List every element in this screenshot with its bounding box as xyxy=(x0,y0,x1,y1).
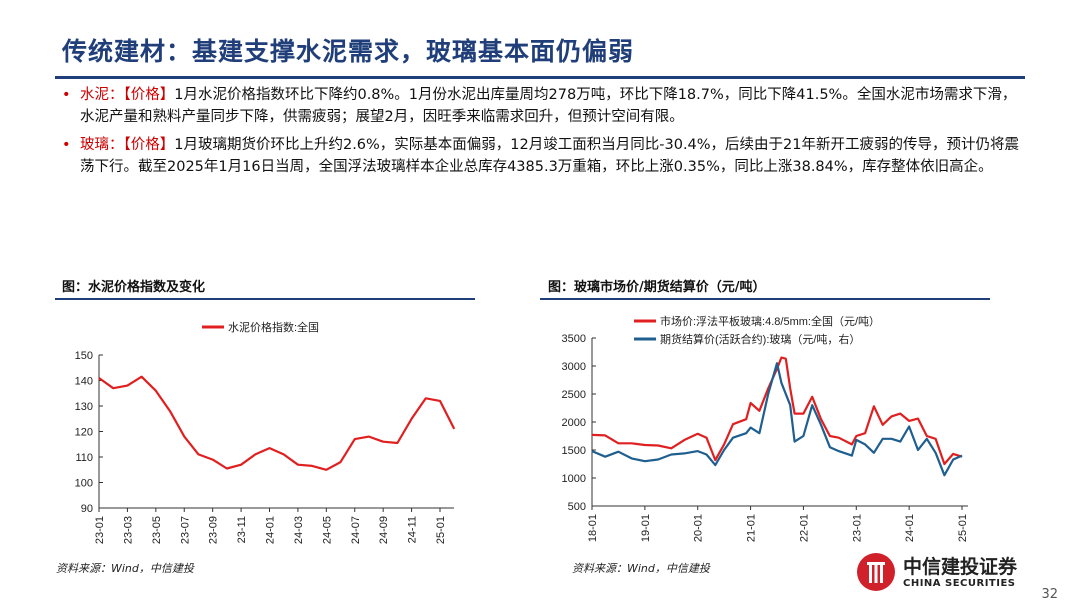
x-tick-label: 23-01 xyxy=(94,516,106,544)
y-tick-label: 110 xyxy=(75,452,93,464)
bullet-tag: 【价格】 xyxy=(123,87,175,103)
citic-logo-icon xyxy=(857,553,895,591)
x-tick-label: 25-01 xyxy=(957,514,969,542)
x-tick-label: 21-01 xyxy=(746,514,758,542)
x-tick-label: 23-05 xyxy=(151,516,163,544)
glass-chart: 500 1000 1500 2000 2500 3000 3500 18-01 19-01 20-… xyxy=(562,314,969,542)
chart1-rule xyxy=(55,298,475,300)
bullet-cement: 水泥：【价格】1月水泥价格指数环比下降约0.8%。1月份水泥出库量周均278万吨… xyxy=(62,84,1027,128)
y-tick-label: 90 xyxy=(81,503,93,515)
bullet-label: 玻璃： xyxy=(80,137,124,153)
x-tick-label: 23-01 xyxy=(851,514,863,542)
legend-label: 期货结算价(活跃合约):玻璃（元/吨，右） xyxy=(660,332,860,346)
series-line-0 xyxy=(98,375,456,471)
y-tick-label: 140 xyxy=(75,376,93,388)
bullet-tag: 【价格】 xyxy=(123,137,175,153)
x-tick-label: 24-09 xyxy=(378,516,390,544)
title-rule xyxy=(55,76,1025,79)
x-tick-label: 24-11 xyxy=(407,516,419,543)
series-line-1 xyxy=(591,362,963,477)
y-tick-label: 500 xyxy=(568,501,586,513)
x-tick-label: 24-07 xyxy=(350,516,362,544)
legend-label: 水泥价格指数:全国 xyxy=(228,320,319,334)
y-tick-label: 3500 xyxy=(562,333,586,345)
x-tick-label: 18-01 xyxy=(587,514,599,542)
y-tick-label: 1000 xyxy=(562,473,586,485)
y-tick-label: 2000 xyxy=(562,417,586,429)
x-tick-label: 23-11 xyxy=(236,516,248,543)
y-tick-label: 3000 xyxy=(562,361,586,373)
x-tick-label: 19-01 xyxy=(640,514,652,542)
chart1-header: 图：水泥价格指数及变化 xyxy=(62,280,206,295)
y-tick-label: 120 xyxy=(75,427,93,439)
x-tick-label: 23-07 xyxy=(179,516,191,544)
bullet-list: 水泥：【价格】1月水泥价格指数环比下降约0.8%。1月份水泥出库量周均278万吨… xyxy=(62,84,1027,184)
chart2-rule xyxy=(540,298,990,300)
page-title: 传统建材：基建支撑水泥需求，玻璃基本面仍偏弱 xyxy=(62,37,635,66)
source-note-2: 资料来源：Wind，中信建投 xyxy=(572,562,710,575)
source-note-1: 资料来源：Wind，中信建投 xyxy=(56,562,194,575)
x-tick-label: 24-03 xyxy=(293,516,305,544)
x-tick-label: 24-05 xyxy=(321,516,333,544)
series-line-0 xyxy=(591,356,963,466)
y-tick-label: 100 xyxy=(75,478,93,490)
y-tick-label: 2500 xyxy=(562,389,586,401)
bullet-label: 水泥： xyxy=(80,87,124,103)
cement-chart: 90 100 110 120 130 140 150 23-01 23-03 23-05 23-07… xyxy=(75,320,456,544)
bullet-text: 1月玻璃期货价环比上升约2.6%，实际基本面偏弱，12月竣工面积当月同比-30.… xyxy=(80,137,1020,175)
x-tick-label: 23-09 xyxy=(208,516,220,544)
logo-en: CHINA SECURITIES xyxy=(903,577,1016,589)
y-tick-label: 130 xyxy=(75,401,93,413)
x-tick-label: 24-01 xyxy=(265,516,277,544)
page-number: 32 xyxy=(1041,587,1058,602)
bullet-glass: 玻璃：【价格】1月玻璃期货价环比上升约2.6%，实际基本面偏弱，12月竣工面积当… xyxy=(62,134,1027,178)
y-tick-label: 1500 xyxy=(562,445,586,457)
x-tick-label: 24-01 xyxy=(904,514,916,542)
x-tick-label: 23-03 xyxy=(122,516,134,544)
logo-name: 中信建投证券 xyxy=(903,555,1018,578)
chart2-header: 图：玻璃市场价/期货结算价（元/吨） xyxy=(548,280,766,295)
x-tick-label: 22-01 xyxy=(798,514,810,542)
company-logo: 中信建投证券 CHINA SECURITIES xyxy=(855,551,1017,593)
legend-label: 市场价:浮法平板玻璃:4.8/5mm:全国（元/吨） xyxy=(660,314,880,328)
x-tick-label: 20-01 xyxy=(693,514,705,542)
bullet-text: 1月水泥价格指数环比下降约0.8%。1月份水泥出库量周均278万吨，环比下降18… xyxy=(80,87,1017,125)
x-tick-label: 25-01 xyxy=(435,516,447,544)
y-tick-label: 150 xyxy=(75,350,93,362)
